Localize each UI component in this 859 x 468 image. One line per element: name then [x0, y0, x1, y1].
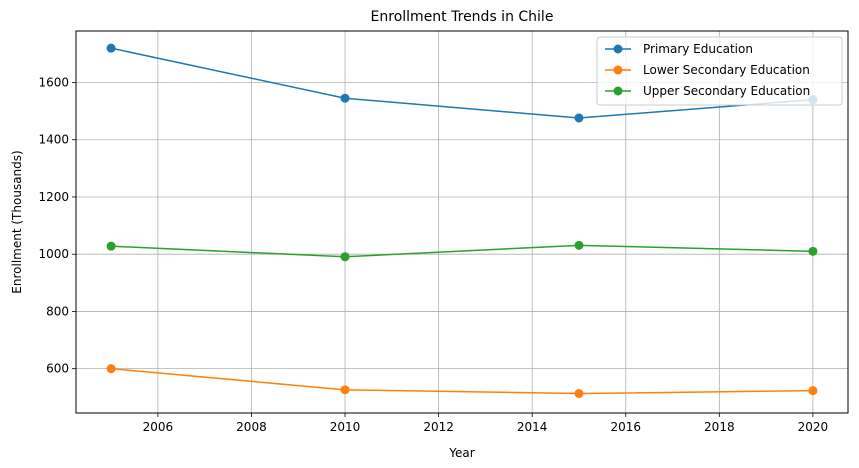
data-point-0-2: [574, 113, 584, 123]
data-point-1-0: [106, 364, 116, 374]
series-line-2: [111, 244, 813, 258]
x-axis-label: Year: [448, 446, 474, 460]
series-line-1: [111, 367, 813, 395]
x-tick-label: 2016: [610, 420, 641, 434]
x-tick-label: 2020: [798, 420, 829, 434]
y-tick-label: 1000: [38, 247, 69, 261]
x-tick-label: 2014: [517, 420, 548, 434]
data-point-1-1: [340, 385, 350, 395]
data-point-1-2: [574, 389, 584, 399]
y-tick-label: 1200: [38, 190, 69, 204]
x-tick-label: 2010: [330, 420, 361, 434]
x-tick-label: 2006: [143, 420, 174, 434]
data-point-2-0: [106, 241, 116, 251]
data-point-2-1: [340, 252, 350, 262]
legend-label-1: Lower Secondary Education: [643, 63, 810, 77]
y-tick-label: 1400: [38, 133, 69, 147]
x-tick-label: 2008: [236, 420, 267, 434]
data-point-0-1: [340, 93, 350, 103]
data-point-0-0: [106, 43, 116, 53]
x-tick-label: 2012: [423, 420, 454, 434]
x-tick-label: 2018: [704, 420, 735, 434]
y-tick-label: 600: [46, 362, 69, 376]
legend: Primary Education Lower Secondary Educati…: [596, 36, 843, 106]
data-point-2-3: [808, 246, 818, 256]
tick-layer: 2006 2008 2010 2012 2014 2016 2018 2020 600 800 10…: [38, 76, 828, 434]
y-axis-label: Enrollment (Thousands): [10, 150, 24, 293]
legend-marker-2: [613, 86, 623, 96]
data-point-2-2: [574, 240, 584, 250]
legend-label-2: Upper Secondary Education: [643, 84, 810, 98]
legend-marker-0: [613, 44, 623, 54]
chart-title: Enrollment Trends in Chile: [371, 9, 554, 25]
plot-frame: [75, 30, 849, 414]
legend-marker-1: [613, 65, 623, 75]
y-tick-label: 800: [46, 304, 69, 318]
legend-box: [596, 36, 843, 106]
series-layer: [106, 43, 818, 399]
data-point-1-3: [808, 386, 818, 396]
y-tick-label: 1600: [38, 76, 69, 90]
series-line-0: [110, 47, 813, 119]
legend-label-0: Primary Education: [643, 42, 753, 56]
